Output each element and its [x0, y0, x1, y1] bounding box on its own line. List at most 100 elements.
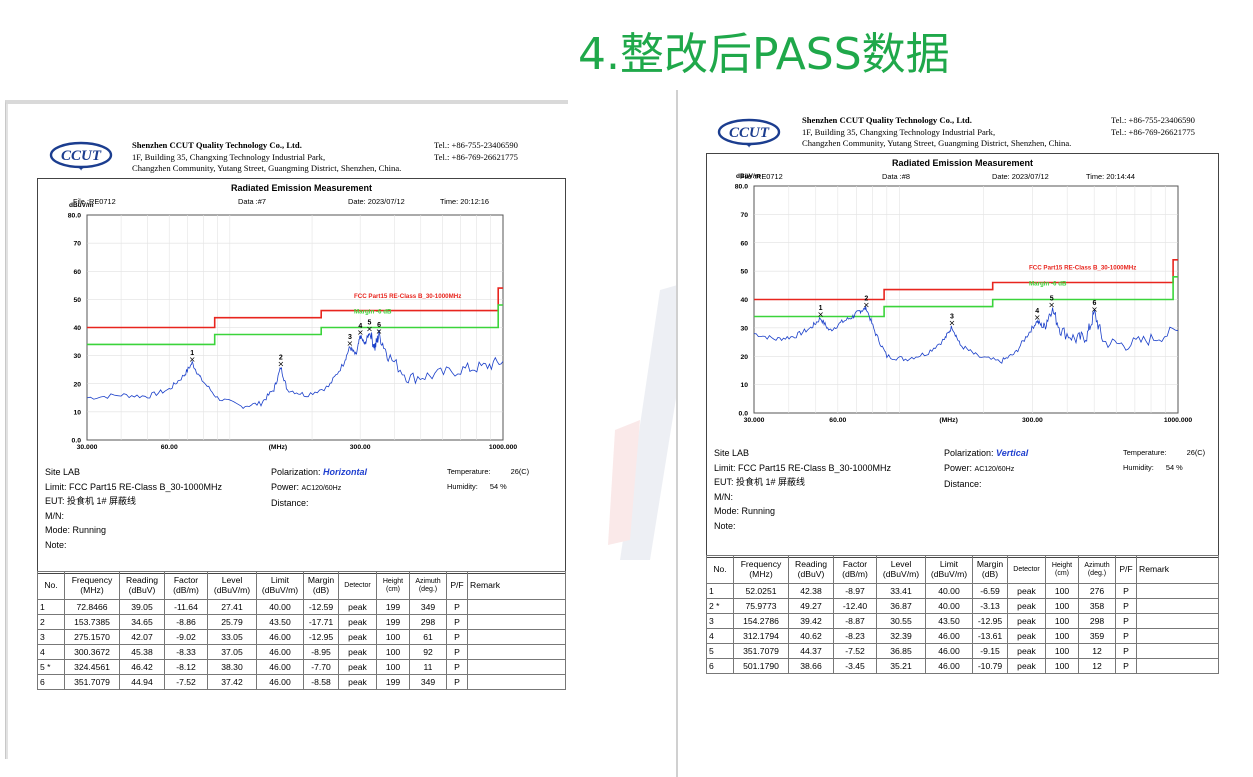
peak-marker-label: 5 [1050, 295, 1054, 302]
logo-text: CCUT [61, 148, 102, 164]
data-id: Data :#7 [238, 197, 266, 206]
table-cell: peak [1007, 583, 1046, 599]
table-cell: 154.2786 [733, 613, 789, 629]
peak-marker-label: 4 [358, 323, 362, 330]
distance: Distance: [271, 498, 309, 508]
peak-marker-label: 1 [819, 305, 823, 312]
table-cell: -8.87 [833, 613, 877, 629]
table-cell: 39.05 [119, 599, 165, 615]
table-cell: 49.27 [788, 598, 834, 614]
peak-marker-label: 5 [368, 319, 372, 326]
table-cell [467, 659, 566, 675]
table-cell: 100 [1045, 628, 1079, 644]
table-row: 2 153.7385 34.65 -8.86 25.79 43.50 -17.71 peak 1… [37, 614, 566, 630]
peak-marker-symbol: × [278, 359, 285, 368]
table-cell: 298 [1078, 613, 1116, 629]
table-cell: -10.79 [972, 658, 1008, 674]
table-cell: 46.00 [256, 629, 304, 645]
emission-chart: 0.0 10 20 30 40 50 60 70 80.0 dBuV/m 30.000 60.00 (M… [735, 173, 1193, 424]
table-cell: peak [338, 599, 377, 615]
limit-legend: FCC Part15 RE-Class B_30-1000MHz [354, 293, 461, 300]
humidity-value: 54 % [489, 481, 507, 491]
table-cell: 39.42 [788, 613, 834, 629]
table-cell: 52.0251 [733, 583, 789, 599]
x-tick-label: 1000.000 [1164, 417, 1193, 424]
table-cell [1136, 628, 1219, 644]
peak-marker-label: 2 [279, 354, 283, 361]
table-cell: 40.00 [256, 599, 304, 615]
table-cell: peak [1007, 628, 1046, 644]
table-cell: P [446, 614, 468, 630]
table-cell: -8.86 [164, 614, 208, 630]
table-cell: -12.95 [303, 629, 339, 645]
table-cell: 6 [706, 658, 734, 674]
mode: Mode: Running [714, 506, 776, 516]
table-row: 4 300.3672 45.38 -8.33 37.05 46.00 -8.95 peak 10… [37, 644, 566, 660]
table-cell: 36.85 [876, 643, 926, 659]
x-tick-label: 60.00 [829, 417, 846, 424]
peak-marker-label: 6 [1093, 300, 1097, 307]
table-cell: 100 [1045, 643, 1079, 659]
y-tick-label: 60 [73, 269, 81, 276]
peak-marker-label: 6 [377, 322, 381, 329]
table-cell: 35.21 [876, 658, 926, 674]
y-unit-label: dBuV/m [736, 173, 761, 180]
peak-marker-symbol: × [1034, 313, 1041, 322]
eut: EUT: 投食机 1# 屏蔽线 [45, 496, 137, 506]
margin-legend: Margin -6 dB [1029, 280, 1067, 287]
test-report-vertical: CCUT ✦ Shenzhen CCUT Quality Technology … [676, 90, 1245, 777]
column-header: Azimuth (deg.) [409, 571, 447, 600]
table-cell: peak [338, 614, 377, 630]
report-title: Radiated Emission Measurement [230, 183, 373, 193]
table-cell: 72.8466 [64, 599, 120, 615]
table-cell: -7.52 [164, 674, 208, 690]
table-cell: 275.1570 [64, 629, 120, 645]
peak-marker-symbol: × [366, 324, 373, 333]
limit: Limit: FCC Part15 RE-Class B_30-1000MHz [714, 462, 892, 473]
table-cell: 25.79 [207, 614, 257, 630]
table-cell: -12.40 [833, 598, 877, 614]
column-header: Detector [1007, 555, 1046, 584]
file-id: File :RE0712 [740, 172, 783, 181]
table-cell: -8.97 [833, 583, 877, 599]
table-cell: 3 [37, 629, 65, 645]
column-header: Factor (dB/m) [833, 555, 877, 584]
info-middle: Polarization: Vertical Power: AC120/60Hz… [944, 446, 1028, 492]
svg-text:✦: ✦ [746, 142, 752, 149]
table-row: 5 * 324.4561 46.42 -8.12 38.30 46.00 -7.70 peak… [37, 659, 566, 675]
site: Site LAB [714, 448, 750, 458]
table-cell [467, 614, 566, 630]
y-tick-label: 20 [73, 381, 81, 388]
table-cell: 199 [376, 674, 410, 690]
ccut-logo-icon: CCUT ✦ [49, 141, 113, 172]
peak-marker-symbol: × [949, 318, 956, 327]
y-tick-label: 80.0 [68, 213, 81, 220]
table-cell: -12.95 [972, 613, 1008, 629]
table-cell: 349 [409, 674, 447, 690]
table-row: 1 52.0251 42.38 -8.97 33.41 40.00 -6.59 peak 100… [706, 583, 1219, 599]
eut: EUT: 投食机 1# 屏蔽线 [714, 477, 806, 487]
company-block: Shenzhen CCUT Quality Technology Co., Lt… [132, 140, 401, 175]
table-cell: 5 * [37, 659, 65, 675]
table-cell: 33.41 [876, 583, 926, 599]
table-cell: -3.13 [972, 598, 1008, 614]
table-cell: -8.12 [164, 659, 208, 675]
column-header: Remark [467, 571, 566, 600]
limit-legend: FCC Part15 RE-Class B_30-1000MHz [1029, 265, 1136, 272]
table-cell: 5 [706, 643, 734, 659]
table-cell: 100 [1045, 658, 1079, 674]
peak-marker-label: 3 [348, 334, 352, 341]
margin-line [87, 304, 503, 346]
info-right: Temperature: 26(C) Humidity: 54 % [1123, 446, 1205, 475]
report-title: Radiated Emission Measurement [891, 158, 1034, 168]
table-cell: 11 [409, 659, 447, 675]
polarization-value: Horizontal [323, 467, 368, 477]
y-tick-label: 70 [73, 241, 81, 248]
tel-2: Tel.: +86-769-26621775 [1111, 126, 1195, 137]
slide-title: 4.整改后PASS数据 [578, 29, 950, 80]
table-header-row: No. Frequency (MHz) Reading (dBuV) Factor (dB/… [706, 555, 1219, 584]
company-block: Shenzhen CCUT Quality Technology Co., Lt… [802, 115, 1071, 150]
column-header: Reading (dBuV) [788, 555, 834, 584]
table-cell: 324.4561 [64, 659, 120, 675]
date: Date: 2023/07/12 [348, 197, 405, 206]
